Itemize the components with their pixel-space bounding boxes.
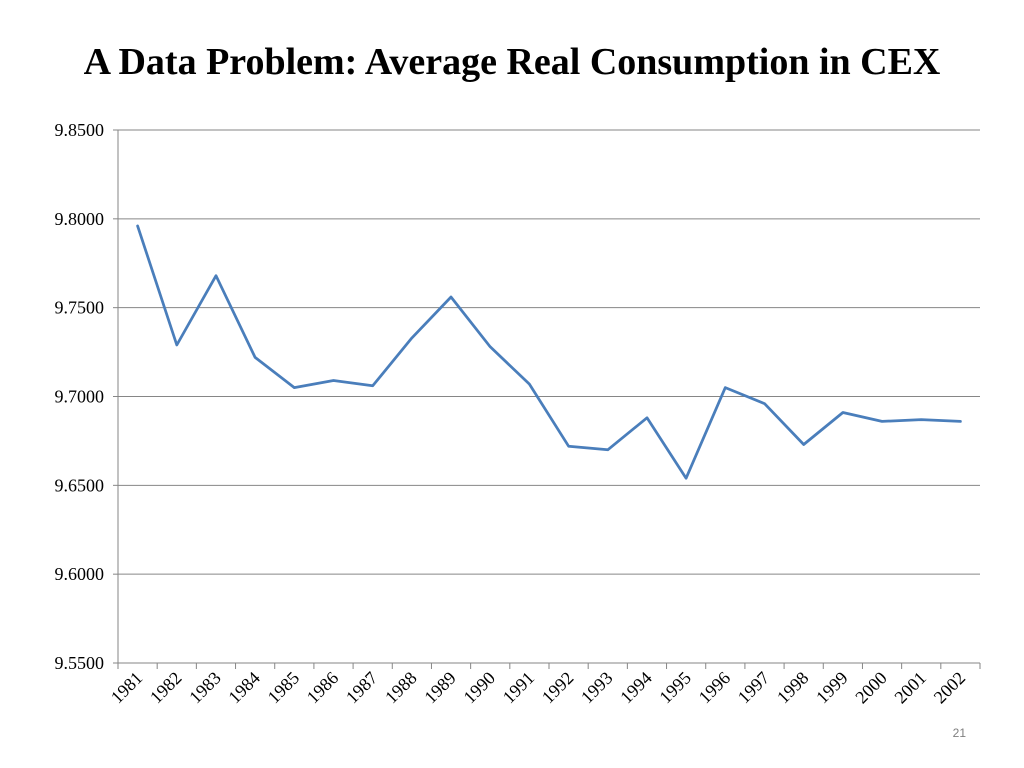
x-tick-label-1988: 1988 [381, 668, 421, 708]
x-tick-label-2000: 2000 [851, 668, 891, 708]
x-tick-label-1991: 1991 [499, 668, 539, 708]
y-tick-label: 9.5500 [55, 653, 105, 673]
y-tick-label: 9.7500 [55, 298, 105, 318]
y-tick-label: 9.6000 [55, 564, 105, 584]
x-tick-label-1999: 1999 [812, 668, 852, 708]
x-tick-label-1985: 1985 [264, 668, 304, 708]
x-tick-label-1987: 1987 [342, 668, 382, 708]
x-tick-label-1990: 1990 [459, 668, 499, 708]
x-tick-label-1984: 1984 [224, 668, 264, 708]
x-axis-tick-labels: 1981 1982 1983 1984 1985 1986 1987 1988 1989 1990… [107, 668, 969, 708]
x-tick-label-1983: 1983 [185, 668, 225, 708]
x-tick-label-1995: 1995 [655, 668, 695, 708]
x-tick-label-2002: 2002 [930, 668, 970, 708]
x-tick-label-1998: 1998 [773, 668, 813, 708]
x-tick-label-1989: 1989 [420, 668, 460, 708]
x-tick-label-1992: 1992 [538, 668, 578, 708]
x-tick-label-1986: 1986 [303, 668, 343, 708]
y-tick-label: 9.8500 [55, 120, 105, 140]
slide-number: 21 [952, 726, 966, 740]
x-tick-label-1996: 1996 [695, 668, 735, 708]
y-axis-tick-labels: 9.5500 9.6000 9.6500 9.7000 9.7500 9.8000 9.85… [55, 120, 105, 673]
gridlines [118, 129, 980, 575]
y-tick-label: 9.8000 [55, 209, 105, 229]
x-tick-label-1994: 1994 [616, 668, 656, 708]
series-line-0 [136, 224, 962, 480]
x-tick-label-1982: 1982 [146, 668, 186, 708]
y-tick-label: 9.7000 [55, 387, 105, 407]
x-tick-label-1997: 1997 [734, 668, 774, 708]
x-tick-label-2001: 2001 [890, 668, 930, 708]
axes [113, 129, 981, 669]
series-layer [136, 224, 962, 480]
x-tick-label-1981: 1981 [107, 668, 147, 708]
x-tick-label-1993: 1993 [577, 668, 617, 708]
slide-title: A Data Problem: Average Real Consumption… [83, 41, 941, 83]
y-tick-label: 9.6500 [55, 475, 105, 495]
